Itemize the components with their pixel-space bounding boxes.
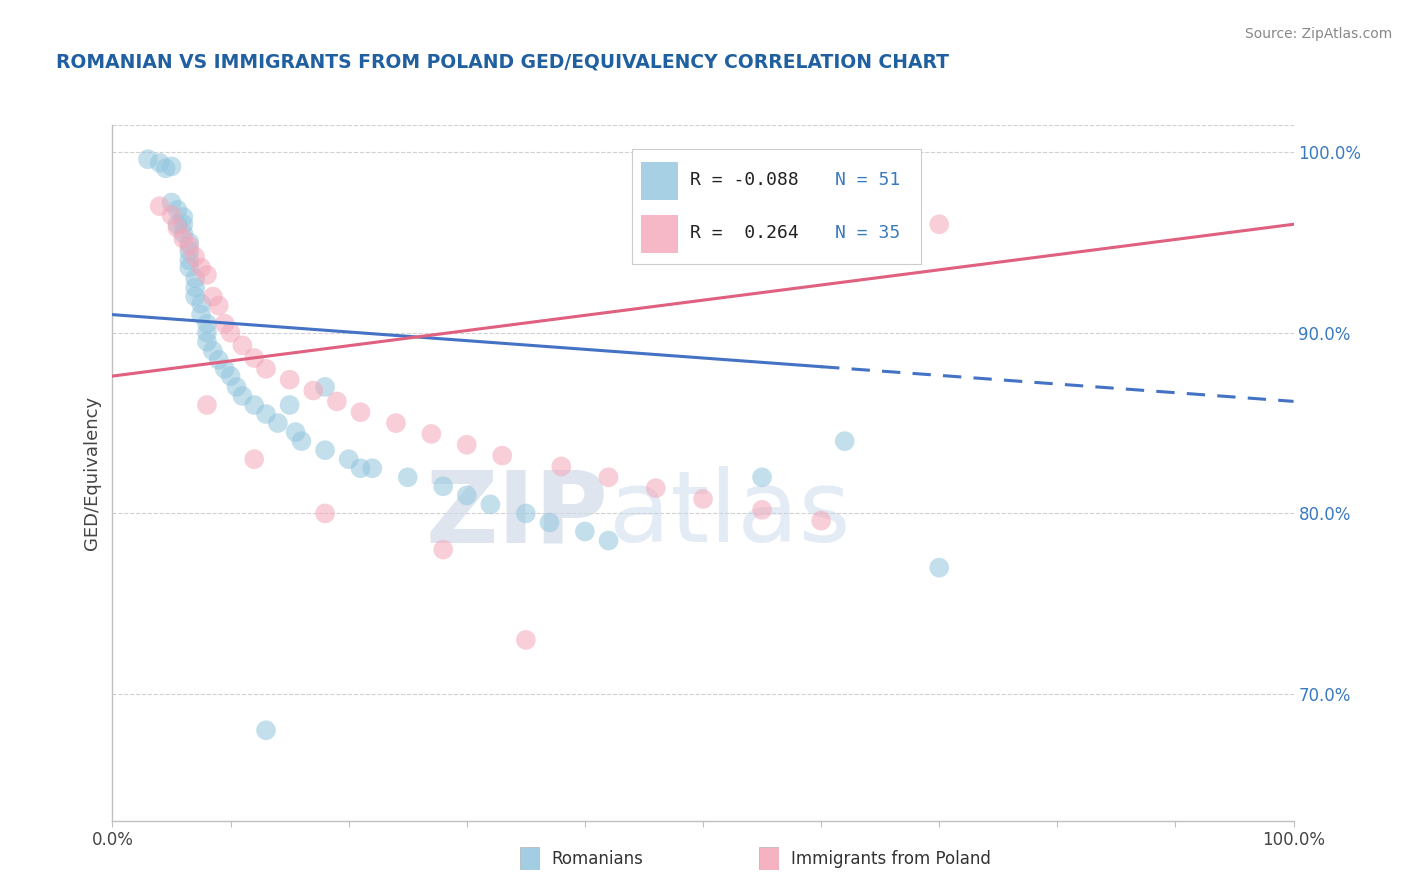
Point — [219, 326, 242, 340]
Point — [254, 723, 277, 738]
Point — [361, 461, 384, 475]
Point — [231, 338, 253, 352]
Point — [290, 434, 312, 449]
Point — [219, 369, 242, 384]
Point — [179, 244, 201, 259]
Point — [254, 362, 277, 376]
Point — [278, 373, 301, 387]
Point — [314, 443, 336, 458]
Point — [172, 227, 194, 241]
Point — [456, 438, 478, 452]
Point — [302, 384, 325, 398]
Text: R = -0.088: R = -0.088 — [690, 171, 799, 189]
Point — [243, 398, 266, 412]
Point — [243, 452, 266, 467]
Point — [385, 416, 408, 430]
Point — [195, 326, 218, 340]
Point — [190, 260, 212, 275]
Point — [184, 250, 207, 264]
Point — [267, 416, 290, 430]
Point — [598, 470, 620, 484]
Point — [195, 268, 218, 282]
Bar — [641, 161, 679, 200]
Text: Immigrants from Poland: Immigrants from Poland — [790, 849, 991, 868]
Point — [190, 297, 212, 311]
Text: R =  0.264: R = 0.264 — [690, 224, 799, 242]
Point — [136, 152, 159, 166]
Point — [208, 299, 231, 313]
Point — [190, 308, 212, 322]
Point — [284, 425, 307, 439]
Point — [314, 507, 336, 521]
Text: ROMANIAN VS IMMIGRANTS FROM POLAND GED/EQUIVALENCY CORRELATION CHART: ROMANIAN VS IMMIGRANTS FROM POLAND GED/E… — [56, 53, 949, 71]
Point — [396, 470, 419, 484]
Point — [195, 317, 218, 331]
Y-axis label: GED/Equivalency: GED/Equivalency — [83, 396, 101, 549]
Point — [172, 217, 194, 231]
Point — [349, 405, 371, 419]
Point — [155, 161, 177, 176]
Point — [172, 210, 194, 224]
Point — [550, 459, 572, 474]
Point — [201, 289, 224, 303]
Point — [692, 491, 714, 506]
Point — [160, 160, 183, 174]
Point — [166, 202, 188, 217]
Point — [184, 280, 207, 294]
Point — [179, 239, 201, 253]
Point — [214, 317, 236, 331]
Point — [184, 271, 207, 285]
Point — [515, 507, 537, 521]
Point — [456, 488, 478, 502]
Text: Romanians: Romanians — [551, 849, 644, 868]
Point — [420, 426, 443, 441]
Point — [231, 389, 253, 403]
Point — [538, 516, 561, 530]
Point — [172, 232, 194, 246]
Point — [751, 503, 773, 517]
Point — [243, 351, 266, 365]
Point — [574, 524, 596, 539]
Point — [166, 220, 188, 235]
Point — [644, 481, 666, 495]
Point — [515, 632, 537, 647]
Point — [834, 434, 856, 449]
Point — [208, 352, 231, 367]
Point — [598, 533, 620, 548]
Point — [326, 394, 349, 409]
Bar — [641, 215, 679, 252]
Text: atlas: atlas — [609, 466, 851, 563]
Point — [201, 343, 224, 358]
Point — [491, 449, 513, 463]
Point — [432, 542, 454, 557]
Point — [179, 260, 201, 275]
Point — [810, 514, 832, 528]
Point — [166, 217, 188, 231]
Text: N = 35: N = 35 — [835, 224, 900, 242]
Point — [432, 479, 454, 493]
Point — [349, 461, 371, 475]
Point — [278, 398, 301, 412]
Point — [928, 560, 950, 574]
Point — [479, 497, 502, 511]
Point — [149, 156, 172, 170]
Point — [160, 208, 183, 222]
Text: Source: ZipAtlas.com: Source: ZipAtlas.com — [1244, 27, 1392, 41]
Point — [160, 195, 183, 210]
Point — [195, 334, 218, 349]
Point — [149, 199, 172, 213]
Point — [928, 217, 950, 231]
Point — [195, 398, 218, 412]
Point — [214, 362, 236, 376]
Point — [225, 380, 247, 394]
Point — [337, 452, 360, 467]
Point — [751, 470, 773, 484]
Text: N = 51: N = 51 — [835, 171, 900, 189]
Point — [314, 380, 336, 394]
Point — [179, 253, 201, 268]
Point — [254, 407, 277, 421]
Text: ZIP: ZIP — [426, 466, 609, 563]
Point — [184, 289, 207, 303]
Point — [179, 235, 201, 250]
